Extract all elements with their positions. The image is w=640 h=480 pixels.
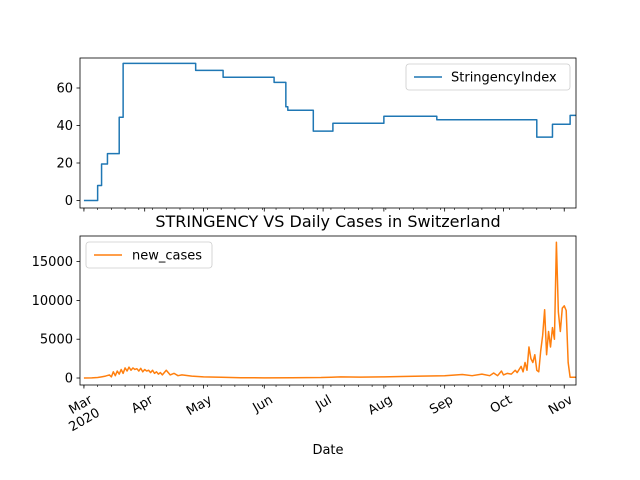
bottom-x-ticks: Mar2020 Apr May Jun Jul Aug Sep Oct Nov xyxy=(59,385,576,435)
x-tick-month: Jun xyxy=(250,393,276,417)
top-legend-box xyxy=(405,63,571,91)
top-legend: StringencyIndex xyxy=(405,63,571,91)
x-tick-label: Aug xyxy=(366,393,395,419)
bottom-legend: new_cases xyxy=(85,241,213,269)
x-tick-label: Apr xyxy=(129,392,157,417)
y-tick-label: 15000 xyxy=(32,255,73,270)
bottom-subplot: 0 5000 10000 15000 Mar2020 Apr May Jun Jul Aug Se… xyxy=(32,235,577,435)
bottom-y-ticks: 0 5000 10000 15000 xyxy=(32,255,80,387)
series-line-stringencyindex xyxy=(83,62,576,202)
chart-title: STRINGENCY VS Daily Cases in Switzerland xyxy=(155,212,500,231)
y-tick-label: 0 xyxy=(65,372,73,387)
y-tick-label: 60 xyxy=(56,82,73,97)
x-tick-label: Jul xyxy=(312,393,334,414)
x-tick-month: Jul xyxy=(312,393,334,414)
bottom-legend-label: new_cases xyxy=(132,249,202,264)
x-tick-label: Nov xyxy=(546,392,576,418)
bottom-plot-frame xyxy=(79,235,577,386)
top-plot-frame xyxy=(79,57,577,209)
x-tick-label: May xyxy=(184,392,215,419)
top-legend-label: StringencyIndex xyxy=(451,71,557,86)
top-subplot: 0 20 40 60 StringencyIndex xyxy=(56,57,577,212)
y-tick-label: 5000 xyxy=(40,333,73,348)
bottom-series-layer xyxy=(83,241,576,379)
x-tick-month: Aug xyxy=(366,393,395,419)
bottom-legend-box xyxy=(85,241,213,269)
x-tick-label: Mar2020 xyxy=(59,392,103,435)
y-tick-label: 20 xyxy=(56,157,73,172)
y-tick-label: 10000 xyxy=(32,294,73,309)
x-tick-label: Sep xyxy=(427,393,456,418)
y-tick-label: 0 xyxy=(65,194,73,209)
top-x-ticks xyxy=(83,208,565,212)
top-y-ticks: 0 20 40 60 xyxy=(56,82,80,209)
x-tick-label: Jun xyxy=(250,393,276,417)
series-line-new-cases xyxy=(83,241,576,379)
x-axis-label: Date xyxy=(312,443,343,458)
x-tick-month: Nov xyxy=(546,392,576,418)
x-tick-month: May xyxy=(184,392,215,419)
x-tick-month: Apr xyxy=(129,392,157,417)
top-series-layer xyxy=(83,62,576,202)
x-tick-month: Oct xyxy=(488,393,515,417)
x-tick-month: Sep xyxy=(427,393,456,418)
y-tick-label: 40 xyxy=(56,119,73,134)
x-tick-label: Oct xyxy=(488,393,515,417)
